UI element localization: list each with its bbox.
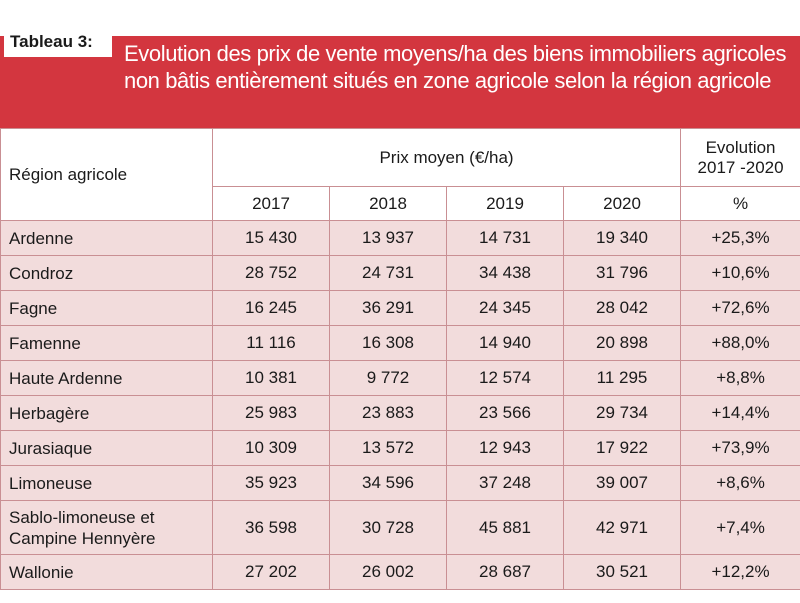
header-evolution: Evolution 2017 -2020 [680,128,800,187]
region-cell: Jurasiaque [0,430,213,466]
value-cell: 39 007 [562,465,682,501]
value-cell: 20 898 [562,325,682,361]
value-cell: 13 937 [329,220,447,256]
header-evolution-line2: 2017 -2020 [697,157,784,177]
header-evolution-line1: Evolution [705,137,776,157]
header-year: 2018 [329,186,447,221]
region-cell: Fagne [0,290,213,326]
header-year: 2020 [562,186,682,221]
table-row: Fagne 16 245 36 291 24 345 28 042 +72,6% [0,290,800,326]
evolution-cell: +25,3% [680,220,800,256]
region-cell: Ardenne [0,220,213,256]
value-cell: 12 574 [446,360,564,396]
evolution-cell: +8,6% [680,465,800,501]
value-cell: 23 566 [446,395,564,431]
evolution-cell: +73,9% [680,430,800,466]
value-cell: 12 943 [446,430,564,466]
value-cell: 17 922 [562,430,682,466]
value-cell: 37 248 [446,465,564,501]
value-cell: 11 116 [212,325,330,361]
region-cell: Sablo-limoneuse et Campine Hennyère [0,500,213,555]
value-cell: 27 202 [212,554,330,590]
table-row: Ardenne 15 430 13 937 14 731 19 340 +25,… [0,220,800,256]
table-row: Jurasiaque 10 309 13 572 12 943 17 922 +… [0,430,800,466]
value-cell: 28 042 [562,290,682,326]
region-cell: Herbagère [0,395,213,431]
evolution-cell: +10,6% [680,255,800,291]
value-cell: 11 295 [562,360,682,396]
header-year: 2017 [212,186,330,221]
table-label: Tableau 3: [4,27,112,57]
header-price: Prix moyen (€/ha) [211,128,682,187]
value-cell: 31 796 [562,255,682,291]
value-cell: 45 881 [446,500,564,555]
header-region: Région agricole [0,128,213,221]
region-cell: Haute Ardenne [0,360,213,396]
region-line: Campine Hennyère [9,528,156,548]
value-cell: 42 971 [562,500,682,555]
value-cell: 23 883 [329,395,447,431]
evolution-cell: +14,4% [680,395,800,431]
table-row: Herbagère 25 983 23 883 23 566 29 734 +1… [0,395,800,431]
value-cell: 34 596 [329,465,447,501]
value-cell: 10 381 [212,360,330,396]
evolution-cell: +12,2% [680,554,800,590]
table-row: Sablo-limoneuse et Campine Hennyère 36 5… [0,500,800,555]
table-row: Famenne 11 116 16 308 14 940 20 898 +88,… [0,325,800,361]
value-cell: 28 752 [212,255,330,291]
table-title: Evolution des prix de vente moyens/ha de… [124,41,787,93]
table-row: Haute Ardenne 10 381 9 772 12 574 11 295… [0,360,800,396]
value-cell: 13 572 [329,430,447,466]
value-cell: 10 309 [212,430,330,466]
price-table: Région agricole Prix moyen (€/ha) Evolut… [0,128,800,590]
evolution-cell: +72,6% [680,290,800,326]
table-row: Limoneuse 35 923 34 596 37 248 39 007 +8… [0,465,800,501]
value-cell: 19 340 [562,220,682,256]
header-year: 2019 [446,186,564,221]
title-banner [0,36,800,128]
value-cell: 24 345 [446,290,564,326]
evolution-cell: +7,4% [680,500,800,555]
header-percent: % [680,186,800,221]
value-cell: 30 728 [329,500,447,555]
value-cell: 16 308 [329,325,447,361]
evolution-cell: +8,8% [680,360,800,396]
value-cell: 14 731 [446,220,564,256]
value-cell: 14 940 [446,325,564,361]
region-cell: Limoneuse [0,465,213,501]
value-cell: 16 245 [212,290,330,326]
value-cell: 25 983 [212,395,330,431]
value-cell: 29 734 [562,395,682,431]
value-cell: 34 438 [446,255,564,291]
value-cell: 9 772 [329,360,447,396]
value-cell: 28 687 [446,554,564,590]
value-cell: 36 291 [329,290,447,326]
value-cell: 36 598 [212,500,330,555]
value-cell: 15 430 [212,220,330,256]
region-line: Sablo-limoneuse et [9,507,155,527]
table-row: Wallonie 27 202 26 002 28 687 30 521 +12… [0,554,800,590]
value-cell: 26 002 [329,554,447,590]
region-cell: Famenne [0,325,213,361]
value-cell: 24 731 [329,255,447,291]
region-cell: Wallonie [0,554,213,590]
region-cell: Condroz [0,255,213,291]
table-row: Condroz 28 752 24 731 34 438 31 796 +10,… [0,255,800,291]
evolution-cell: +88,0% [680,325,800,361]
value-cell: 30 521 [562,554,682,590]
value-cell: 35 923 [212,465,330,501]
